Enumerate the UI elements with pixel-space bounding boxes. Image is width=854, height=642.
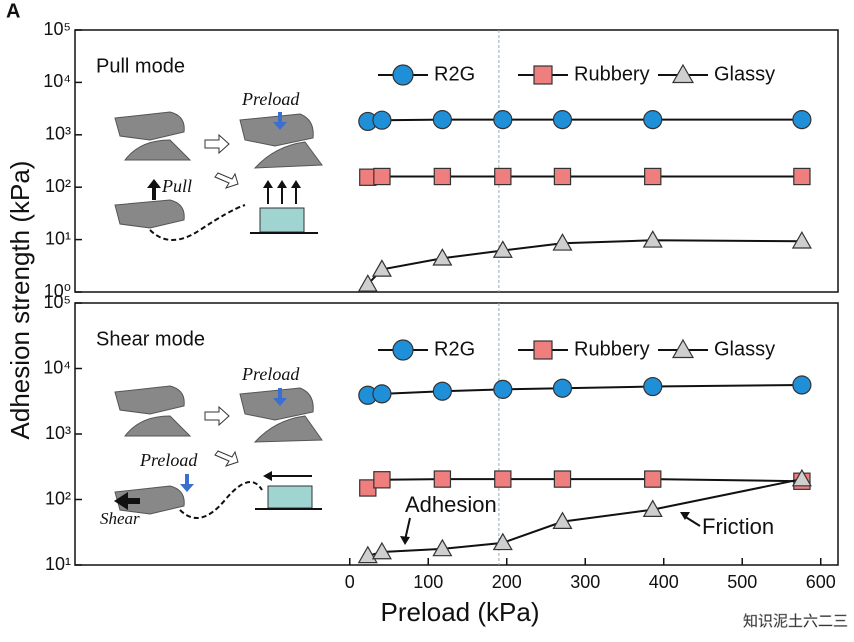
marker [644,167,662,186]
marker [533,340,553,360]
marker [373,167,391,186]
marker [642,499,663,517]
legend-label: R2G [434,338,475,360]
marker [644,470,662,488]
marker [642,230,663,248]
annotation: Shear mode [96,328,205,350]
marker [372,384,392,404]
marker [671,338,695,359]
marker [792,110,812,130]
annotation: Preload [241,364,300,384]
y-tick-label: 10² [45,488,71,508]
x-tick-label: 0 [345,572,355,592]
y-tick-label: 10⁴ [43,71,71,91]
annotation: Preload [139,450,198,470]
annotation: Preload [241,89,300,109]
marker [643,110,663,130]
marker [371,259,392,277]
annotation: Pull [161,176,192,196]
marker [643,376,663,397]
y-tick-label: 10¹ [45,554,71,574]
y-tick-label: 10⁰ [44,281,71,301]
marker [372,110,392,130]
watermark: 知识泥土六二三 [743,613,848,630]
y-tick-label: 10⁴ [43,357,71,377]
marker [493,110,513,130]
legend-label: Rubbery [574,338,650,360]
pull-illustration [114,111,323,241]
marker [552,110,573,130]
marker [492,240,513,258]
marker [433,167,452,186]
x-tick-label: 200 [492,572,522,592]
legend-label: Rubbery [574,63,650,85]
marker [533,65,553,85]
legend-label: Glassy [714,63,775,85]
marker [793,167,811,186]
marker [552,233,573,251]
marker [553,167,572,186]
series-line [367,175,802,179]
marker [791,468,812,487]
marker [392,339,414,361]
annotation: Adhesion [405,492,497,517]
marker [371,541,392,560]
series-line [367,478,802,489]
x-tick-label: 500 [727,572,757,592]
x-tick-label: 400 [649,572,679,592]
annotation: Friction [702,514,774,539]
marker [357,274,378,292]
y-tick-label: 10¹ [45,228,71,248]
y-tick-label: 10³ [45,423,71,443]
annotation: Pull mode [96,55,185,77]
x-tick-label: 300 [570,572,600,592]
x-tick-label: 100 [413,572,443,592]
marker [432,381,452,401]
marker [433,470,452,488]
y-tick-label: 10⁵ [44,19,71,39]
x-axis-label: Preload (kPa) [381,597,540,627]
marker [553,470,572,488]
marker [552,511,573,530]
marker [392,64,414,86]
y-tick-label: 10³ [45,124,71,144]
marker [494,167,512,186]
marker [792,375,812,395]
annotation: Shear [100,509,140,528]
marker [791,231,812,249]
plot-frame [74,29,839,293]
y-axis-label: Adhesion strength (kPa) [5,161,35,440]
y-tick-label: 10⁵ [44,292,71,312]
marker [373,471,391,489]
legend-label: Glassy [714,338,775,360]
marker [432,248,453,266]
marker [494,470,512,488]
series-line [367,239,802,286]
marker [432,538,453,557]
panel-label: A [6,0,20,22]
marker [552,378,573,398]
shear-illustration [114,385,701,545]
y-tick-label: 10² [45,176,71,196]
marker [493,379,513,399]
marker [492,532,513,551]
x-tick-label: 600 [806,572,836,592]
marker [432,110,452,130]
legend-label: R2G [434,63,475,85]
marker [671,63,695,84]
